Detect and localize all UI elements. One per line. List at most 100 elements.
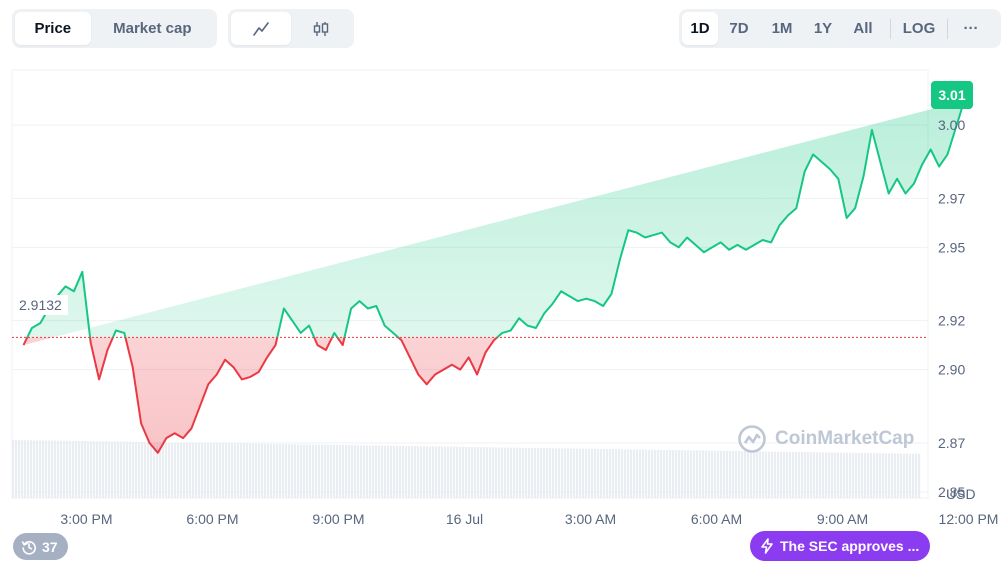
range-1m[interactable]: 1M	[771, 20, 793, 37]
volume-bar	[429, 446, 432, 498]
volume-bar	[774, 451, 777, 498]
volume-bar	[159, 442, 162, 498]
range-1y[interactable]: 1Y	[813, 20, 833, 37]
volume-bar	[558, 448, 561, 498]
x-tick-label: 9:00 PM	[312, 511, 364, 527]
volume-bar	[270, 443, 273, 498]
volume-bar	[669, 450, 672, 498]
volume-bar	[39, 440, 42, 498]
volume-bar	[750, 451, 753, 498]
volume-bar	[303, 444, 306, 498]
volume-bar	[114, 441, 117, 498]
volume-bar	[723, 450, 726, 498]
volume-bar	[582, 448, 585, 498]
volume-bar	[801, 452, 804, 498]
volume-bar	[609, 449, 612, 498]
volume-bar	[435, 446, 438, 498]
news-event-badge[interactable]: The SEC approves ...	[750, 531, 930, 561]
volume-bar	[537, 448, 540, 498]
volume-bar	[111, 441, 114, 498]
volume-bar	[549, 448, 552, 498]
volume-bar	[12, 440, 15, 498]
volume-bar	[27, 440, 30, 498]
line-chart-icon	[253, 21, 269, 36]
volume-bar	[96, 441, 99, 498]
volume-bar	[387, 445, 390, 498]
volume-bar	[414, 446, 417, 498]
volume-bar	[672, 450, 675, 498]
volume-bar	[732, 451, 735, 498]
volume-bar	[69, 440, 72, 498]
volume-bar	[600, 448, 603, 498]
volume-bar	[618, 449, 621, 498]
range-1d[interactable]: 1D	[682, 12, 718, 45]
volume-bar	[489, 447, 492, 498]
volume-bar	[465, 446, 468, 498]
volume-bar	[783, 451, 786, 498]
volume-bar	[102, 441, 105, 498]
y-tick-label: 2.95	[938, 239, 965, 255]
candlestick-button[interactable]	[291, 12, 351, 45]
volume-bar	[765, 451, 768, 498]
volume-bar	[630, 449, 633, 498]
range-7d[interactable]: 7D	[729, 20, 749, 37]
candlestick-icon	[313, 21, 329, 36]
volume-bar	[837, 452, 840, 498]
volume-bar	[342, 445, 345, 498]
y-tick-label: 2.97	[938, 190, 965, 206]
volume-bar	[771, 451, 774, 498]
volume-bar	[33, 440, 36, 498]
range-all[interactable]: All	[853, 20, 873, 37]
volume-bar	[390, 445, 393, 498]
volume-bar	[846, 452, 849, 498]
volume-bar	[165, 442, 168, 498]
volume-bar	[486, 447, 489, 498]
volume-bar	[459, 446, 462, 498]
volume-bar	[684, 450, 687, 498]
volume-bar	[186, 442, 189, 498]
range-selector: 1D 7D 1M 1Y All LOG ···	[679, 9, 1001, 48]
log-scale-toggle[interactable]: LOG	[902, 20, 936, 37]
volume-bar	[555, 448, 558, 498]
volume-bar	[759, 451, 762, 498]
volume-bar	[450, 446, 453, 498]
market-cap-tab[interactable]: Market cap	[113, 20, 192, 37]
volume-bar	[813, 452, 816, 498]
volume-bar	[504, 447, 507, 498]
volume-bar	[840, 452, 843, 498]
volume-bar	[882, 453, 885, 498]
more-options-button[interactable]: ···	[963, 20, 979, 37]
volume-bar	[879, 453, 882, 498]
volume-bar	[639, 449, 642, 498]
volume-bar	[756, 451, 759, 498]
volume-bar	[468, 446, 471, 498]
y-tick-label: 2.92	[938, 313, 965, 329]
volume-bar	[447, 446, 450, 498]
volume-bar	[441, 446, 444, 498]
volume-bar	[843, 452, 846, 498]
volume-bar	[798, 452, 801, 498]
x-tick-label: 3:00 AM	[565, 511, 616, 527]
volume-bar	[792, 451, 795, 498]
volume-bar	[405, 446, 408, 498]
volume-bar	[222, 443, 225, 498]
volume-bar	[276, 444, 279, 498]
volume-bar	[498, 447, 501, 498]
volume-bar	[150, 442, 153, 498]
volume-bar	[366, 445, 369, 498]
volume-bar	[168, 442, 171, 498]
volume-bar	[534, 447, 537, 498]
volume-bar	[396, 445, 399, 498]
history-badge[interactable]: 37	[13, 533, 68, 560]
volume-bar	[363, 445, 366, 498]
line-chart-button[interactable]	[231, 12, 291, 45]
volume-bar	[300, 444, 303, 498]
volume-bar	[612, 449, 615, 498]
volume-bar	[525, 447, 528, 498]
volume-bar	[690, 450, 693, 498]
volume-bar	[393, 445, 396, 498]
volume-bar	[585, 448, 588, 498]
price-tab[interactable]: Price	[15, 12, 91, 45]
volume-bar	[903, 453, 906, 498]
